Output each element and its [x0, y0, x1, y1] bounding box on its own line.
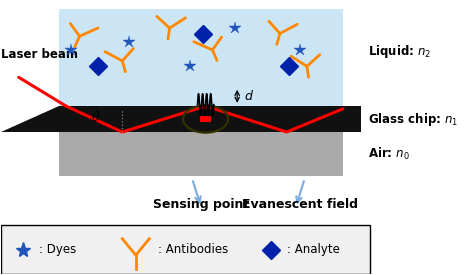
- Bar: [200, 116, 211, 122]
- Text: Liquid: $n_2$: Liquid: $n_2$: [368, 43, 431, 60]
- Text: : Analyte: : Analyte: [287, 243, 339, 256]
- Bar: [59, 106, 343, 132]
- Bar: [59, 9, 343, 106]
- Bar: [0, 225, 370, 274]
- Text: $\dot{\theta}$: $\dot{\theta}$: [91, 108, 100, 125]
- Polygon shape: [0, 106, 59, 132]
- Bar: [59, 132, 343, 176]
- Bar: [343, 106, 361, 132]
- Text: : Antibodies: : Antibodies: [158, 243, 228, 256]
- Text: Glass chip: $n_1$: Glass chip: $n_1$: [368, 111, 458, 128]
- Text: $d$: $d$: [244, 89, 254, 103]
- Text: Air: $n_0$: Air: $n_0$: [368, 146, 410, 162]
- Text: : Dyes: : Dyes: [39, 243, 76, 256]
- Text: Evanescent field: Evanescent field: [242, 198, 358, 211]
- Text: Sensing point: Sensing point: [153, 198, 249, 211]
- Text: Laser beam: Laser beam: [1, 48, 78, 61]
